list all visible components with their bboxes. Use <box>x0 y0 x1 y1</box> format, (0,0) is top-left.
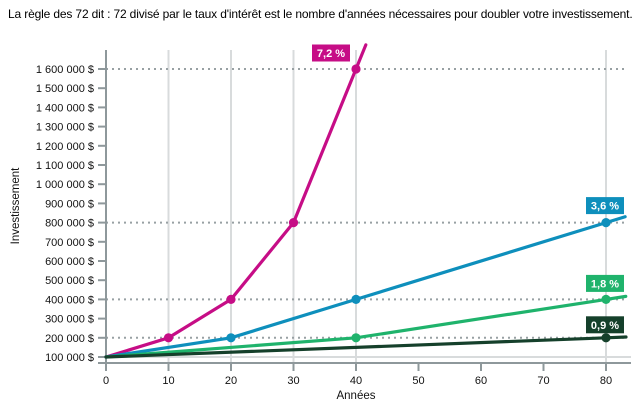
y-tick-label: 300 000 $ <box>45 314 94 326</box>
y-tick-label: 600 000 $ <box>45 256 94 268</box>
y-tick-label: 800 000 $ <box>45 218 94 230</box>
y-tick-label: 1 100 000 $ <box>36 160 94 172</box>
data-point <box>351 64 361 74</box>
data-point <box>163 333 174 343</box>
x-axis-title: Années <box>336 390 375 402</box>
rate-badge-label: 1,8 % <box>591 278 619 290</box>
data-point <box>601 294 611 304</box>
rate-badge-label: 0,9 % <box>591 320 619 332</box>
y-tick-label: 700 000 $ <box>45 237 94 249</box>
y-tick-label: 1 000 000 $ <box>36 179 94 191</box>
data-point <box>351 333 361 343</box>
y-tick-label: 1 200 000 $ <box>36 141 94 153</box>
y-tick-label: 900 000 $ <box>45 198 94 210</box>
x-tick-label: 20 <box>225 375 237 387</box>
x-tick-label: 0 <box>103 375 109 387</box>
y-tick-label: 1 600 000 $ <box>36 64 94 76</box>
series-line <box>104 43 368 359</box>
data-point <box>601 333 611 343</box>
rate-badge <box>586 197 624 215</box>
data-point <box>288 218 299 228</box>
series-line <box>104 294 628 359</box>
x-tick-label: 70 <box>537 375 549 387</box>
x-tick-label: 60 <box>475 375 487 387</box>
y-tick-label: 1 400 000 $ <box>36 102 94 114</box>
x-tick-label: 10 <box>162 375 174 387</box>
rate-badge <box>312 44 350 62</box>
y-tick-label: 500 000 $ <box>45 275 94 287</box>
x-tick-label: 50 <box>412 375 424 387</box>
y-tick-label: 1 300 000 $ <box>36 122 94 134</box>
chart-title: La règle des 72 dit : 72 divisé par le t… <box>8 7 633 21</box>
y-tick-label: 100 000 $ <box>45 352 94 364</box>
y-axis-title: Investissement <box>10 167 22 245</box>
y-tick-label: 200 000 $ <box>45 333 94 345</box>
x-tick-label: 80 <box>600 375 612 387</box>
y-tick-label: 1 500 000 $ <box>36 83 94 95</box>
data-point <box>601 218 611 228</box>
x-tick-label: 30 <box>287 375 299 387</box>
data-point <box>226 294 236 304</box>
rate-badge-label: 7,2 % <box>317 48 345 60</box>
data-point <box>226 333 236 343</box>
x-tick-label: 40 <box>350 375 362 387</box>
series-line <box>104 335 628 359</box>
rate-badge <box>586 316 624 334</box>
data-point <box>351 294 361 304</box>
rate-badge-label: 3,6 % <box>591 201 619 213</box>
rate-badge <box>586 274 624 292</box>
y-tick-label: 400 000 $ <box>45 294 94 306</box>
